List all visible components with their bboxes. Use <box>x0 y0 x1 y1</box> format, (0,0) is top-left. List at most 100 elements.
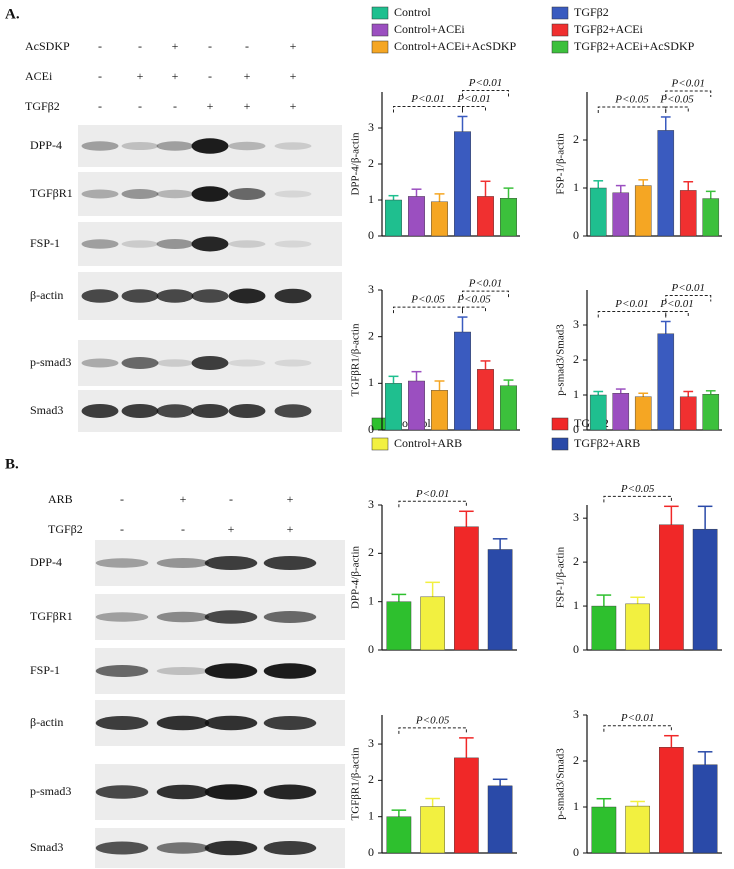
blot-band <box>204 715 258 731</box>
legend-label: TGFβ2+ACEi+AcSDKP <box>574 39 695 53</box>
treatment-label: ACEi <box>25 69 53 83</box>
treatment-sign: - <box>181 522 185 536</box>
blot-band <box>156 189 194 199</box>
y-tick-label: 2 <box>573 753 579 767</box>
blot-band <box>191 186 229 202</box>
bar <box>657 333 675 431</box>
comparison-bracket <box>597 106 667 113</box>
comparison-bracket <box>462 290 509 298</box>
bar <box>589 394 607 431</box>
y-tick-label: 1 <box>368 192 374 206</box>
y-tick-label: 0 <box>573 228 579 242</box>
y-tick-label: 3 <box>573 707 579 721</box>
comparison-bracket <box>462 306 486 314</box>
blot-band <box>156 784 210 800</box>
y-tick-label: 3 <box>368 120 374 134</box>
y-axis-label: TGFβR1/β-actin <box>350 747 362 820</box>
blot-label: FSP-1 <box>30 663 60 677</box>
y-tick-label: 2 <box>368 328 374 342</box>
treatment-sign: + <box>287 522 294 536</box>
blot-label: DPP-4 <box>30 138 62 152</box>
bar <box>420 806 445 854</box>
treatment-sign: + <box>290 99 297 113</box>
treatment-sign: + <box>172 39 179 53</box>
y-tick-label: 0 <box>368 422 374 436</box>
blot-band <box>156 667 210 675</box>
y-axis-label: DPP-4/β-actin <box>350 132 362 196</box>
blot-band <box>121 357 159 369</box>
blot-band <box>228 141 266 151</box>
blot-band <box>121 404 159 418</box>
bar <box>659 524 684 651</box>
bar <box>477 369 494 431</box>
blot-band <box>156 239 194 249</box>
y-tick-label: 0 <box>573 642 579 656</box>
bar <box>408 380 425 431</box>
blot-band <box>156 715 210 731</box>
bar <box>612 192 630 237</box>
comparison-bracket <box>665 295 712 302</box>
legend-swatch <box>551 6 569 20</box>
blot-band <box>156 141 194 151</box>
treatment-sign: + <box>228 522 235 536</box>
legend-swatch <box>551 417 569 431</box>
blot-band <box>204 610 258 624</box>
bar <box>659 747 684 854</box>
comparison-bracket <box>398 500 467 508</box>
comparison-label: P<0.05 <box>659 93 694 105</box>
bar <box>454 331 471 431</box>
comparison-label: P<0.01 <box>456 93 490 105</box>
blot-band <box>274 288 312 304</box>
treatment-sign: + <box>290 39 297 53</box>
comparison-bracket <box>462 89 509 97</box>
blot-label: Smad3 <box>30 403 63 417</box>
y-axis-label: FSP-1/β-actin <box>555 546 567 608</box>
treatment-label: TGFβ2 <box>48 522 83 536</box>
treatment-sign: - <box>98 69 102 83</box>
blot-band <box>204 840 258 856</box>
treatment-sign: + <box>207 99 214 113</box>
y-tick-label: 2 <box>368 156 374 170</box>
treatment-sign: + <box>137 69 144 83</box>
comparison-bracket <box>393 306 463 314</box>
legend-swatch <box>371 23 389 37</box>
comparison-bracket <box>603 495 672 503</box>
comparison-label: P<0.01 <box>671 77 705 89</box>
bar <box>385 383 402 431</box>
treatment-sign: - <box>173 99 177 113</box>
bar <box>454 757 479 854</box>
bar <box>679 396 697 431</box>
bar <box>477 196 494 237</box>
y-tick-label: 2 <box>368 772 374 786</box>
treatment-sign: + <box>244 69 251 83</box>
comparison-bracket <box>597 311 667 318</box>
blot-label: p-smad3 <box>30 355 71 369</box>
blot-band <box>191 404 229 418</box>
y-tick-label: 0 <box>368 845 374 859</box>
comparison-label: P<0.01 <box>620 712 654 724</box>
y-axis-label: DPP-4/β-actin <box>350 545 362 609</box>
comparison-label: P<0.01 <box>468 77 502 89</box>
treatment-sign: + <box>172 69 179 83</box>
treatment-sign: - <box>98 99 102 113</box>
bar <box>625 805 650 854</box>
blot-band <box>95 612 149 622</box>
bar <box>454 131 471 237</box>
blot-band <box>228 359 266 367</box>
bar <box>702 198 720 237</box>
legend-swatch <box>371 6 389 20</box>
bar <box>612 393 630 431</box>
blot-band <box>95 665 149 677</box>
treatment-sign: - <box>98 39 102 53</box>
y-tick-label: 2 <box>368 545 374 559</box>
blot-label: TGFβR1 <box>30 609 73 623</box>
blot-label: β-actin <box>30 715 63 729</box>
blot-band <box>228 404 266 418</box>
y-tick-label: 3 <box>573 510 579 524</box>
blot-band <box>81 239 119 249</box>
legend-label: Control+ACEi <box>394 22 465 36</box>
y-axis-label: FSP-1/β-actin <box>555 133 567 195</box>
comparison-label: P<0.01 <box>468 278 502 290</box>
comparison-label: P<0.05 <box>614 93 649 105</box>
